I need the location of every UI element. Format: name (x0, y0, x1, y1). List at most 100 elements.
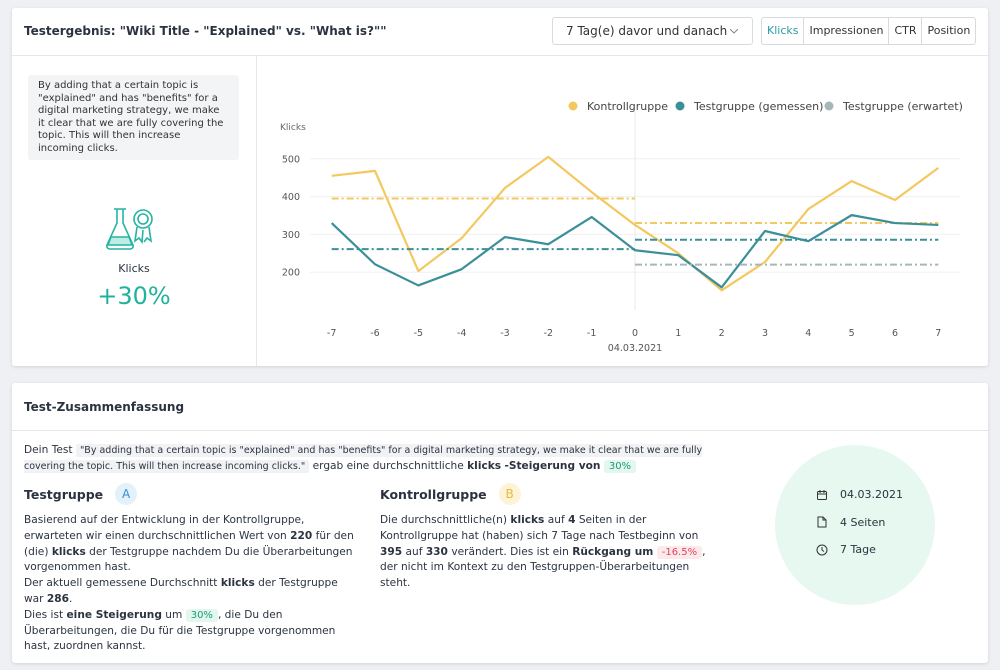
text-segment: Basierend auf der Entwicklung in der Kon… (24, 514, 305, 542)
text-segment: 4 (568, 514, 576, 526)
text-segment: Dies ist (24, 608, 64, 621)
summary-card: Test-Zusammenfassung Dein Test "By addin… (12, 383, 988, 663)
flask-icon (106, 208, 153, 250)
tab[interactable]: CTR (888, 18, 921, 44)
x-tick-label: -3 (500, 328, 509, 339)
info-list: 04.03.2021 4 Seiten 7 Tage (816, 481, 903, 564)
x-tick-label: -2 (544, 328, 553, 339)
test-group-text: Basierend auf der Entwicklung in der Kon… (24, 513, 359, 655)
period-dropdown[interactable]: 7 Tag(e) davor und danach (552, 17, 753, 45)
x-tick-label: -5 (414, 328, 423, 339)
card-title: Testergebnis: "Wiki Title - "Explained" … (24, 24, 387, 38)
paragraph: Basierend auf der Entwicklung in der Kon… (24, 513, 359, 576)
result-card: Testergebnis: "Wiki Title - "Explained" … (12, 8, 988, 366)
x-tick-label: 0 (632, 328, 638, 339)
text-segment: Dein Test (24, 444, 73, 456)
info-text: 04.03.2021 (840, 488, 903, 502)
tab[interactable]: Klicks (767, 24, 799, 37)
legend-marker (568, 101, 578, 111)
x-tick-label: 4 (805, 328, 811, 339)
text-segment: 30% (603, 459, 637, 473)
metric-change: +30% (97, 282, 171, 310)
info-text: 4 Seiten (840, 515, 886, 529)
info-row: 7 Tage (816, 536, 903, 564)
info-row: 04.03.2021 (816, 481, 903, 509)
badge: A (115, 483, 138, 505)
intro: Dein Test "By adding that a certain topi… (24, 443, 744, 475)
divider (256, 55, 257, 366)
x-tick-label: -7 (327, 328, 336, 339)
legend-label: Testgruppe (erwartet) (842, 100, 963, 113)
text-segment: 220 (290, 529, 313, 542)
legend-marker (675, 101, 685, 111)
y-tick-label: 500 (282, 154, 300, 165)
x-tick-label: 6 (892, 328, 898, 339)
chevron (730, 29, 738, 34)
legend-label: Testgruppe (gemessen) (693, 100, 823, 113)
text-segment: Der aktuell gemessene Durchschnitt (24, 577, 218, 590)
x-tick-label: 3 (762, 328, 768, 339)
divider (12, 55, 988, 56)
text-segment: klicks (510, 514, 545, 526)
text-segment: für den (die) (24, 529, 354, 558)
text-segment: 30% (185, 608, 218, 622)
chart: Klicks 200 300 400 500 -7 -6 -5 -4 -3 -2 -1 0 1 2 3 4 5 6 7… (280, 100, 963, 354)
info-row: 4 Seiten (816, 509, 903, 537)
y-axis-label: Klicks (280, 123, 306, 133)
text-segment: klicks (51, 545, 86, 558)
metric-label: Klicks (118, 262, 150, 275)
x-tick-label: 7 (935, 328, 941, 339)
text-segment: auf (547, 514, 565, 526)
group-name: Kontrollgruppe (380, 486, 487, 502)
text-segment: Rückgang um (572, 545, 654, 558)
text-segment: verändert. Dies ist ein (451, 545, 569, 558)
text-segment: eine Steigerung (66, 608, 162, 621)
period-text: 7 Tag(e) davor und danach (566, 24, 728, 38)
y-tick-label: 300 (282, 230, 300, 241)
control-group-text: Die durchschnittliche(n) klicks auf 4 Se… (380, 513, 715, 592)
group-title: Kontrollgruppe B (380, 483, 521, 505)
text-segment: ergab eine durchschnittliche (312, 459, 464, 472)
text-segment: der Testgruppe nachdem Du die Überarbeit… (24, 545, 353, 574)
hypothesis: By adding that a certain topic is "expla… (28, 75, 239, 160)
text-segment: um (165, 608, 183, 621)
x-tick-label: -6 (370, 328, 379, 339)
text-segment: 330 (425, 545, 448, 558)
line (330, 214, 939, 289)
info-text: 7 Tage (840, 543, 876, 557)
text-segment: , die Du den Überarbeitungen, die Du für… (24, 608, 336, 653)
y-tick-label: 200 (282, 268, 300, 279)
tab[interactable]: Position (921, 18, 975, 44)
text-segment: 286 (46, 592, 70, 605)
text-segment: -Steigerung von (504, 459, 601, 472)
tab[interactable]: Impressionen (803, 18, 888, 44)
x-tick-label: 5 (849, 328, 855, 339)
text-segment: 395 (380, 545, 403, 558)
paragraph: Der aktuell gemessene Durchschnitt klick… (24, 576, 359, 608)
paragraph: Dies ist eine Steigerung um 30%, die Du … (24, 608, 359, 655)
x-tick-label: 2 (719, 328, 725, 339)
info-circle (775, 445, 935, 605)
divider (12, 430, 988, 431)
group-name: Testgruppe (24, 486, 104, 502)
info-icon (817, 516, 827, 528)
text-segment: Die durchschnittliche(n) (380, 514, 508, 526)
badge: B (498, 483, 521, 505)
metric-tabs: Klicks Impressionen CTR Position (761, 17, 977, 45)
legend-label: Kontrollgruppe (587, 100, 668, 113)
text-segment: klicks (467, 459, 502, 472)
info-icon (816, 544, 828, 556)
text-segment: -16.5% (656, 545, 703, 559)
x-tick-label: 1 (675, 328, 681, 339)
line (331, 155, 939, 292)
text-segment: klicks (220, 577, 255, 590)
legend-marker (824, 101, 834, 111)
y-tick-label: 400 (282, 192, 300, 203)
x-tick-label: -4 (457, 328, 466, 339)
x-tick-label: -1 (587, 328, 596, 339)
text-segment: , der nicht im Kontext zu den Testgruppe… (380, 545, 706, 590)
text-segment: . (69, 592, 73, 605)
paragraph: Die durchschnittliche(n) klicks auf 4 Se… (380, 513, 715, 592)
text-segment: auf (405, 545, 423, 558)
